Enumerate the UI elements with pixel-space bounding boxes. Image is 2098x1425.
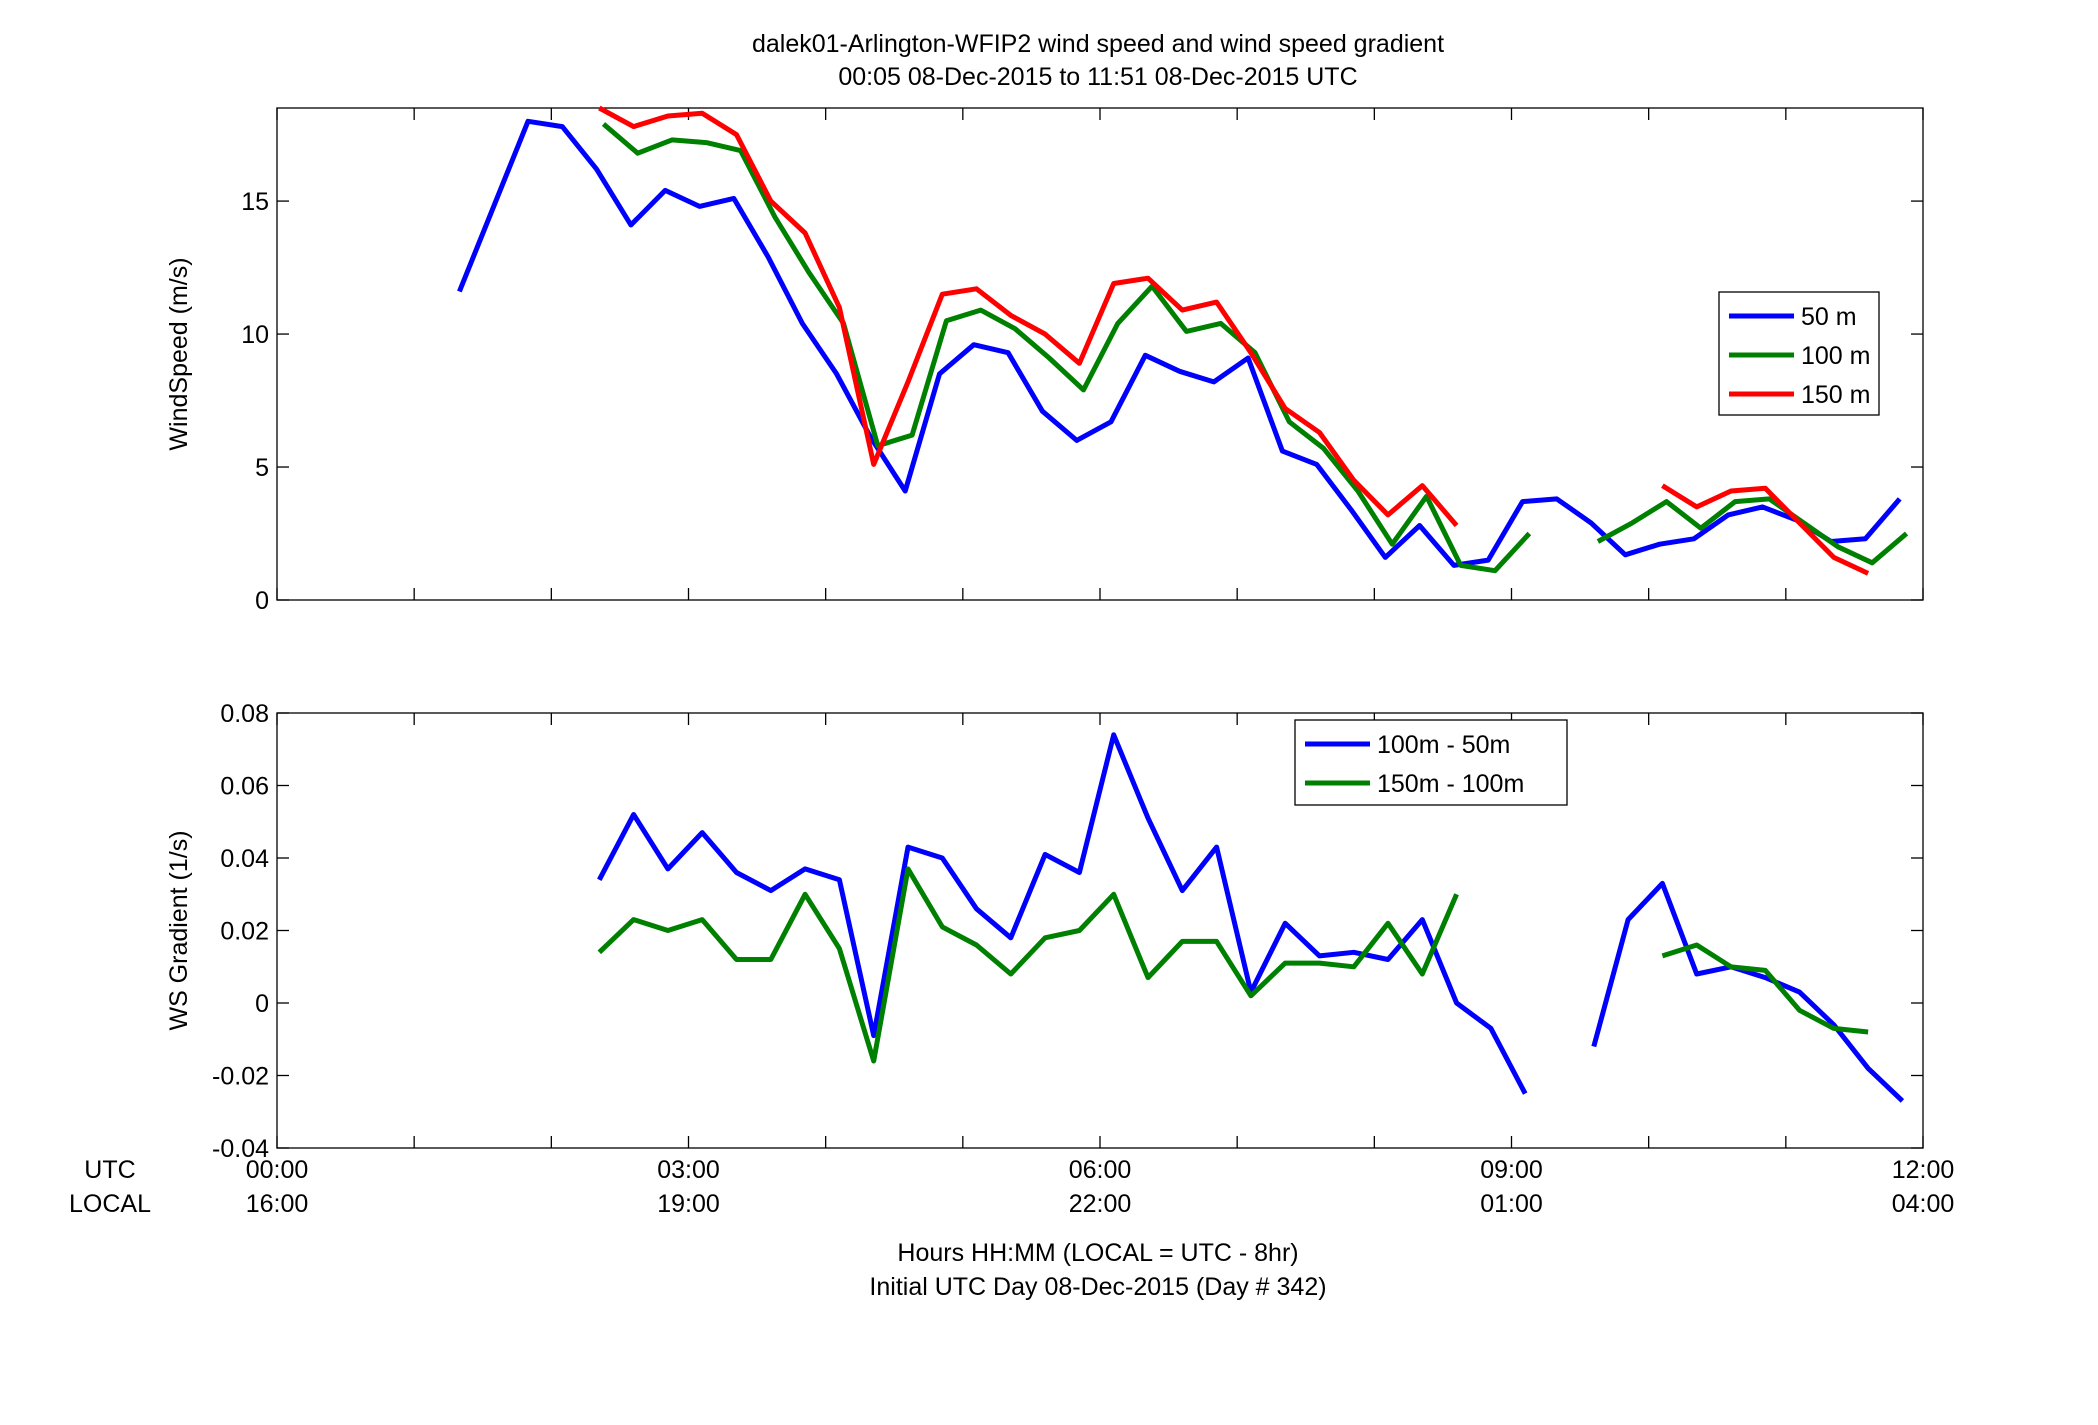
legend-label: 100m - 50m [1377, 731, 1510, 759]
y-tick-label: 15 [241, 188, 269, 216]
x-tick-label-utc: 00:00 [246, 1156, 309, 1184]
series-line [597, 866, 1869, 1064]
x-tick-label-utc: 06:00 [1069, 1156, 1132, 1184]
windspeed-panel: 0 5 10 15 WindSpeed (m/s) 50 m 100 m 150 m [165, 105, 1924, 615]
series-line [598, 105, 1870, 576]
x-tick-label-local: 01:00 [1480, 1190, 1543, 1218]
y-tick-label: 0.06 [220, 773, 269, 801]
y-tick-label: 5 [255, 454, 269, 482]
x-tick-label-utc: 03:00 [657, 1156, 720, 1184]
y-tick-label: -0.02 [212, 1063, 269, 1091]
chart-subtitle: 00:05 08-Dec-2015 to 11:51 08-Dec-2015 U… [838, 63, 1357, 91]
x-tick-label-utc: 12:00 [1892, 1156, 1955, 1184]
x-tick-label-local: 22:00 [1069, 1190, 1132, 1218]
y-tick-label: 0 [255, 587, 269, 615]
y-tick-label: 10 [241, 321, 269, 349]
y-axis-label: WindSpeed (m/s) [165, 257, 193, 450]
y-axis-label: WS Gradient (1/s) [165, 830, 193, 1030]
x-axis-sublabel: Initial UTC Day 08-Dec-2015 (Day # 342) [869, 1273, 1326, 1301]
legend-box [1294, 719, 1568, 806]
x-tick-label-utc: 09:00 [1480, 1156, 1543, 1184]
series-line [457, 118, 1902, 568]
gradient-panel: -0.04 -0.02 0 0.02 0.04 0.06 0.08 WS Gradient (… [165, 700, 1924, 1163]
legend-label: 100 m [1801, 342, 1870, 370]
series-line [597, 732, 1905, 1103]
y-tick-label: 0.04 [220, 845, 269, 873]
local-row-label: LOCAL [69, 1190, 151, 1218]
axes-frame [276, 712, 1924, 1149]
utc-row-label: UTC [84, 1156, 135, 1184]
y-tick-label: 0.08 [220, 700, 269, 728]
y-tick-label: 0 [255, 990, 269, 1018]
x-tick-label-local: 04:00 [1892, 1190, 1955, 1218]
legend-label: 150m - 100m [1377, 770, 1524, 798]
chart-title: dalek01-Arlington-WFIP2 wind speed and w… [752, 30, 1444, 58]
y-tick-label: 0.02 [220, 918, 269, 946]
legend-label: 50 m [1801, 303, 1857, 331]
x-tick-label-local: 16:00 [246, 1190, 309, 1218]
x-tick-labels: 00:00 16:00 03:00 19:00 06:00 22:00 09:00 01:00… [246, 1156, 1955, 1218]
series-line [601, 122, 1909, 574]
legend-label: 150 m [1801, 381, 1870, 409]
x-tick-label-local: 19:00 [657, 1190, 720, 1218]
y-tick-label: -0.04 [212, 1135, 269, 1163]
x-axis-label: Hours HH:MM (LOCAL = UTC - 8hr) [897, 1239, 1298, 1267]
